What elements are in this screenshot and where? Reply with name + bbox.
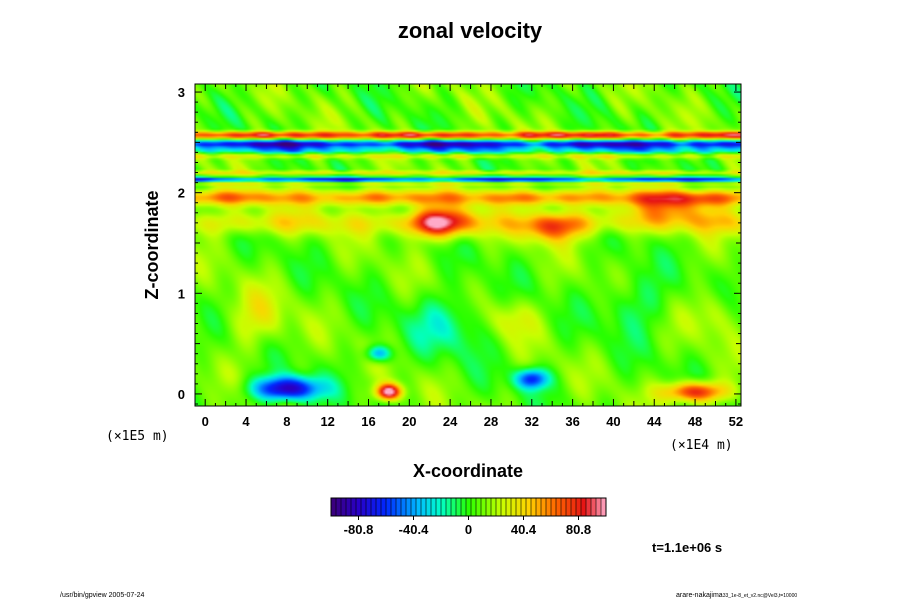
colorbar-tick-label: 40.4 — [511, 522, 537, 537]
footer-left: /usr/bin/gpview 2005-07-24 — [60, 592, 145, 599]
colorbar-cell — [361, 498, 367, 516]
y-tick-label: 0 — [178, 387, 185, 402]
colorbar-cell — [381, 498, 387, 516]
colorbar-cell — [436, 498, 442, 516]
colorbar-cell — [486, 498, 492, 516]
y-axis: 0 1 2 3 — [178, 85, 741, 405]
colorbar-cell — [401, 498, 407, 516]
colorbar-cell — [331, 498, 337, 516]
colorbar-cell — [471, 498, 477, 516]
colorbar-cell — [356, 498, 362, 516]
x-tick-label: 52 — [729, 414, 743, 429]
x-tick-label: 40 — [606, 414, 620, 429]
colorbar-cell — [511, 498, 517, 516]
x-axis: 0 4 8 12 16 20 24 28 32 36 40 44 48 52 — [194, 84, 743, 429]
colorbar-cell — [396, 498, 402, 516]
colorbar-cell — [596, 498, 602, 516]
colorbar-cell — [526, 498, 532, 516]
colorbar-tick-label: -40.4 — [399, 522, 429, 537]
heatmap-field — [195, 84, 741, 406]
colorbar-cell — [531, 498, 537, 516]
colorbar-cell — [456, 498, 462, 516]
colorbar-cell — [521, 498, 527, 516]
x-tick-label: 32 — [525, 414, 539, 429]
colorbar-cell — [566, 498, 572, 516]
colorbar-cell — [481, 498, 487, 516]
colorbar-cell — [491, 498, 497, 516]
time-label: t=1.1e+06 s — [652, 540, 722, 555]
colorbar-cell — [601, 498, 607, 516]
plot-frame — [194, 83, 742, 407]
colorbar-cell — [496, 498, 502, 516]
y-tick-label: 2 — [178, 186, 185, 201]
y-scale-label: (×1E5 m) — [106, 429, 169, 444]
colorbar-tick-label: 80.8 — [566, 522, 591, 537]
colorbar-cell — [466, 498, 472, 516]
colorbar-cell — [451, 498, 457, 516]
footer-right: arare-nakajima33_1e-8_et_v2.nc@Vel3,t=10… — [676, 592, 797, 599]
colorbar-cell — [581, 498, 587, 516]
x-tick-label: 12 — [320, 414, 334, 429]
x-tick-label: 28 — [484, 414, 498, 429]
colorbar-cell — [366, 498, 372, 516]
colorbar-cell — [421, 498, 427, 516]
colorbar-cell — [391, 498, 397, 516]
x-axis-label: X-coordinate — [413, 461, 523, 481]
colorbar-cell — [556, 498, 562, 516]
colorbar-cell — [571, 498, 577, 516]
x-tick-label: 16 — [361, 414, 375, 429]
colorbar-cell — [336, 498, 342, 516]
colorbar-cell — [426, 498, 432, 516]
colorbar-cell — [411, 498, 417, 516]
colorbar-cell — [546, 498, 552, 516]
x-tick-label: 36 — [565, 414, 579, 429]
colorbar-tick-label: -80.8 — [344, 522, 374, 537]
x-tick-label: 0 — [202, 414, 209, 429]
colorbar-cell — [406, 498, 412, 516]
colorbar-cell — [501, 498, 507, 516]
colorbar-cell — [536, 498, 542, 516]
colorbar — [331, 498, 607, 516]
chart-title: zonal velocity — [398, 18, 543, 43]
colorbar-cell — [576, 498, 582, 516]
colorbar-cell — [541, 498, 547, 516]
colorbar-cell — [591, 498, 597, 516]
colorbar-cell — [376, 498, 382, 516]
colorbar-cell — [386, 498, 392, 516]
x-tick-label: 8 — [283, 414, 290, 429]
footer-right-main: arare-nakajima — [676, 592, 723, 599]
footer-right-sub: 33_1e-8_et_v2.nc@Vel3,t=10000 — [723, 593, 798, 599]
colorbar-tick-label: 0 — [465, 522, 472, 537]
colorbar-cell — [476, 498, 482, 516]
colorbar-cell — [551, 498, 557, 516]
colorbar-cell — [446, 498, 452, 516]
x-scale-label: (×1E4 m) — [670, 438, 733, 453]
colorbar-cell — [351, 498, 357, 516]
colorbar-cell — [586, 498, 592, 516]
x-tick-label: 44 — [647, 414, 662, 429]
colorbar-cell — [461, 498, 467, 516]
colorbar-cell — [346, 498, 352, 516]
x-tick-label: 48 — [688, 414, 702, 429]
x-tick-label: 24 — [443, 414, 458, 429]
colorbar-cell — [561, 498, 567, 516]
colorbar-ticks: -80.8 -40.4 0 40.4 80.8 — [344, 516, 591, 537]
colorbar-cell — [441, 498, 447, 516]
colorbar-cell — [516, 498, 522, 516]
x-tick-label: 20 — [402, 414, 416, 429]
colorbar-cell — [431, 498, 437, 516]
y-tick-label: 3 — [178, 85, 185, 100]
y-axis-label: Z-coordinate — [142, 190, 162, 299]
y-tick-label: 1 — [178, 286, 185, 301]
colorbar-cell — [416, 498, 422, 516]
colorbar-cell — [506, 498, 512, 516]
colorbar-cell — [341, 498, 347, 516]
colorbar-cell — [371, 498, 377, 516]
x-tick-label: 4 — [242, 414, 250, 429]
